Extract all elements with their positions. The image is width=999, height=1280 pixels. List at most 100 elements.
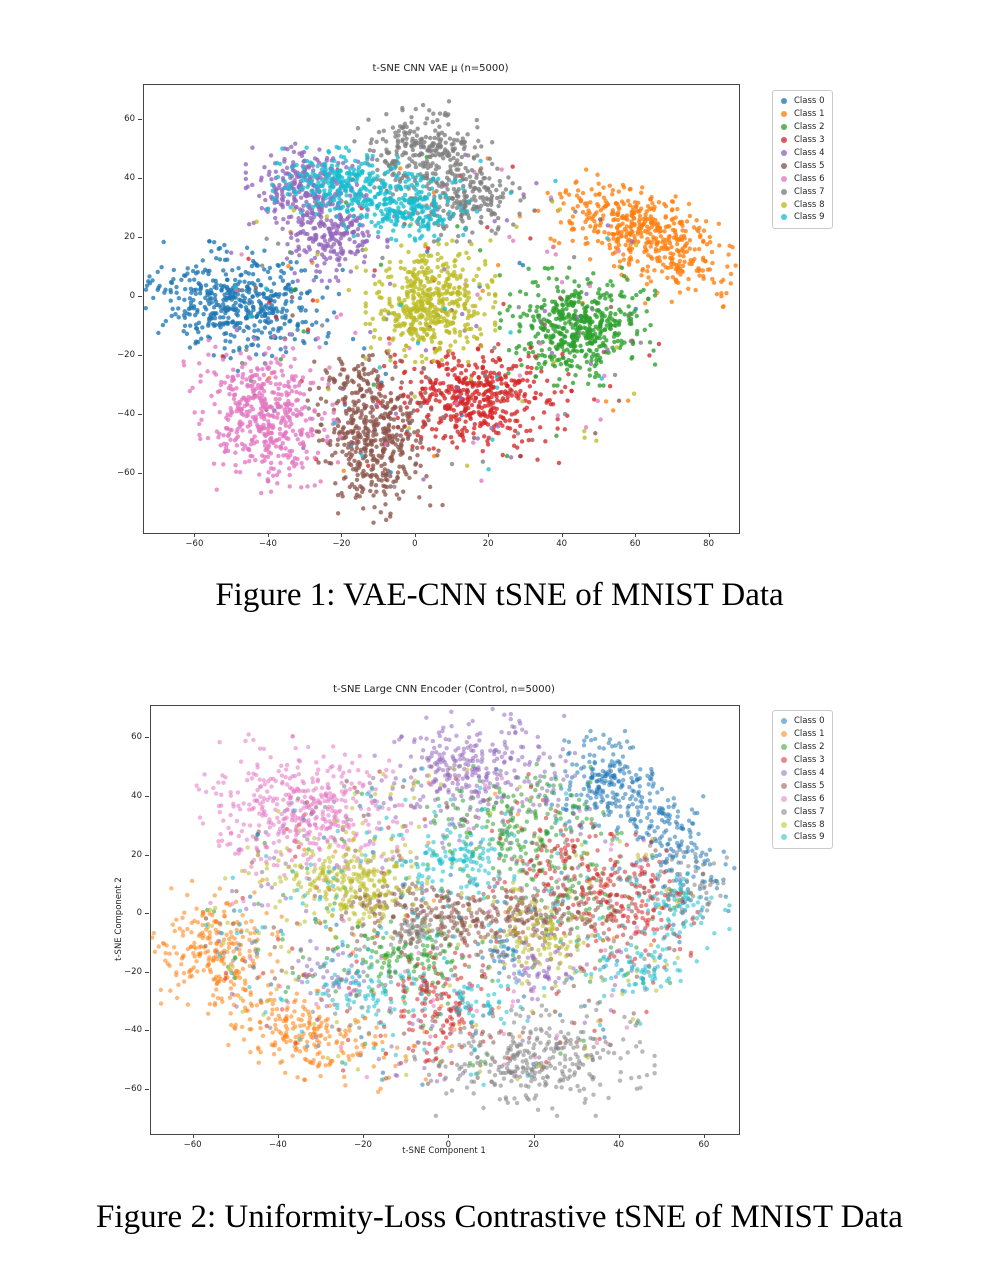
x-tick-mark bbox=[194, 533, 196, 537]
legend-item: Class 9 bbox=[777, 211, 824, 224]
legend-marker-icon bbox=[781, 150, 787, 156]
y-tick-mark bbox=[145, 737, 149, 739]
legend-marker-icon bbox=[781, 137, 787, 144]
y-tick-label: 20 bbox=[124, 232, 135, 243]
y-tick-mark bbox=[138, 178, 142, 180]
y-tick-mark bbox=[138, 355, 142, 357]
y-tick-mark bbox=[138, 119, 142, 121]
legend-marker-icon bbox=[781, 98, 787, 105]
y-tick-mark bbox=[138, 473, 142, 475]
legend-marker-icon bbox=[781, 201, 787, 208]
y-tick-mark bbox=[145, 795, 149, 797]
figure-2-y-axis-label: t-SNE Component 2 bbox=[114, 877, 124, 961]
figure-1-legend: Class 0 Class 1 Class 2 Class 3 Class 4 Class… bbox=[772, 90, 834, 229]
legend-item: Class 1 bbox=[777, 108, 824, 121]
legend-item: Class 0 bbox=[777, 95, 824, 108]
x-tick-label: 20 bbox=[528, 1140, 539, 1150]
x-tick-label: −20 bbox=[354, 1140, 372, 1150]
x-tick-mark bbox=[267, 533, 269, 537]
y-tick-label: −20 bbox=[124, 966, 142, 977]
legend-item-label: Class 5 bbox=[794, 780, 825, 791]
legend-item: Class 3 bbox=[777, 754, 824, 767]
legend-marker-icon bbox=[781, 744, 787, 751]
x-tick-mark bbox=[533, 1134, 535, 1138]
y-tick-mark bbox=[145, 971, 149, 973]
y-tick-label: 0 bbox=[136, 908, 142, 919]
y-tick-mark bbox=[138, 414, 142, 416]
x-tick-mark bbox=[561, 533, 563, 537]
legend-item-label: Class 0 bbox=[794, 96, 825, 107]
x-tick-mark bbox=[192, 1134, 194, 1138]
y-tick-label: 40 bbox=[131, 790, 142, 801]
x-tick-mark bbox=[277, 1134, 279, 1138]
x-tick-label: 60 bbox=[698, 1140, 710, 1150]
x-tick-label: 60 bbox=[629, 539, 641, 549]
y-tick-label: 0 bbox=[129, 291, 135, 302]
legend-item: Class 6 bbox=[777, 792, 824, 805]
legend-item-label: Class 1 bbox=[794, 109, 825, 120]
legend-item: Class 7 bbox=[777, 185, 824, 198]
x-tick-mark bbox=[414, 533, 416, 537]
x-tick-label: 80 bbox=[703, 539, 715, 549]
legend-marker-icon bbox=[781, 821, 787, 828]
y-tick-label: −40 bbox=[124, 1025, 142, 1036]
figure-1-plot-area bbox=[143, 84, 740, 534]
x-tick-mark bbox=[341, 533, 343, 537]
figure-2-caption: Figure 2: Uniformity-Loss Contrastive tS… bbox=[96, 1199, 903, 1235]
legend-item-label: Class 4 bbox=[794, 768, 825, 778]
legend-item-label: Class 5 bbox=[794, 160, 825, 171]
legend-item: Class 5 bbox=[777, 779, 824, 792]
x-tick-label: −20 bbox=[332, 539, 351, 549]
figure-2-plot-title: t-SNE Large CNN Encoder (Control, n=5000… bbox=[333, 684, 555, 695]
legend-marker-icon bbox=[781, 175, 787, 182]
figure-2-x-axis-label: t-SNE Component 1 bbox=[402, 1146, 486, 1156]
figure-1-scatter-canvas bbox=[144, 85, 739, 533]
x-tick-mark bbox=[363, 1134, 364, 1138]
x-tick-label: 20 bbox=[482, 539, 494, 549]
y-tick-mark bbox=[145, 1089, 149, 1090]
x-tick-label: −40 bbox=[268, 1140, 287, 1150]
legend-marker-icon bbox=[781, 757, 787, 764]
legend-item-label: Class 2 bbox=[794, 742, 825, 753]
legend-marker-icon bbox=[781, 782, 787, 789]
legend-marker-icon bbox=[781, 795, 787, 802]
y-tick-mark bbox=[138, 237, 142, 239]
y-tick-mark bbox=[138, 296, 142, 298]
legend-item: Class 7 bbox=[777, 805, 824, 818]
y-tick-label: −20 bbox=[117, 350, 135, 361]
legend-item-label: Class 3 bbox=[794, 135, 825, 146]
x-tick-label: 0 bbox=[412, 539, 418, 549]
legend-marker-icon bbox=[781, 808, 787, 815]
x-tick-label: −40 bbox=[258, 539, 277, 549]
legend-marker-icon bbox=[781, 731, 787, 738]
legend-marker-icon bbox=[781, 124, 787, 131]
legend-item-label: Class 8 bbox=[794, 199, 825, 210]
y-tick-label: 60 bbox=[124, 114, 135, 125]
legend-item: Class 1 bbox=[777, 728, 824, 741]
x-tick-mark bbox=[448, 1134, 450, 1138]
legend-item: Class 2 bbox=[777, 121, 824, 134]
legend-item-label: Class 0 bbox=[794, 716, 825, 727]
legend-item-label: Class 7 bbox=[794, 186, 825, 197]
legend-marker-icon bbox=[781, 214, 787, 221]
legend-item-label: Class 6 bbox=[794, 793, 825, 804]
y-tick-mark bbox=[145, 913, 149, 915]
y-tick-mark bbox=[145, 854, 149, 856]
legend-item: Class 4 bbox=[777, 147, 824, 160]
legend-marker-icon bbox=[781, 111, 787, 118]
y-tick-label: 20 bbox=[131, 849, 142, 860]
x-tick-label: 40 bbox=[556, 539, 568, 549]
figure-1-caption: Figure 1: VAE-CNN tSNE of MNIST Data bbox=[215, 577, 784, 613]
legend-item: Class 4 bbox=[777, 767, 824, 780]
legend-item-label: Class 9 bbox=[794, 832, 825, 843]
legend-item: Class 3 bbox=[777, 134, 824, 147]
legend-item-label: Class 7 bbox=[794, 806, 825, 817]
legend-item-label: Class 3 bbox=[794, 755, 825, 766]
legend-item: Class 8 bbox=[777, 198, 824, 211]
y-tick-label: 60 bbox=[131, 732, 142, 743]
legend-item-label: Class 6 bbox=[794, 173, 825, 184]
x-tick-mark bbox=[635, 533, 637, 537]
legend-item: Class 9 bbox=[777, 831, 824, 844]
legend-item-label: Class 4 bbox=[794, 148, 825, 158]
